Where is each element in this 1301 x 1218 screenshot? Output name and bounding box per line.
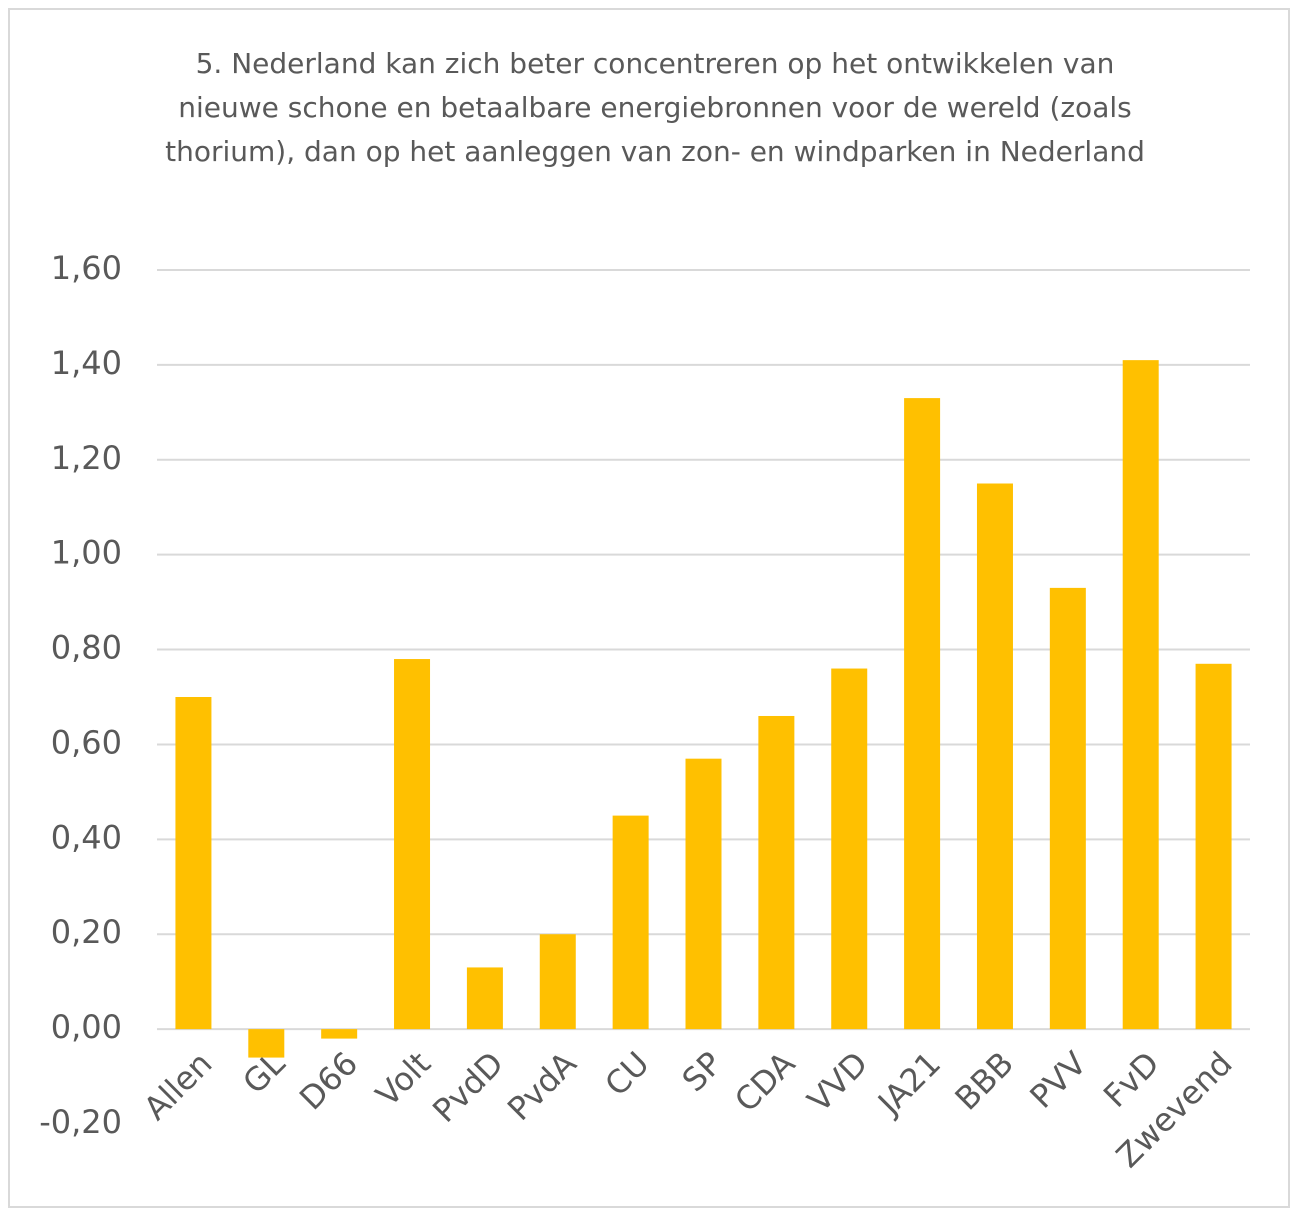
x-tick-label: CU	[597, 1044, 656, 1103]
x-tick-label: JA21	[869, 1044, 948, 1123]
x-tick-label: BBB	[948, 1044, 1021, 1117]
bar	[1195, 663, 1232, 1030]
x-tick-label: PVV	[1022, 1044, 1094, 1116]
x-tick-label: D66	[292, 1044, 365, 1117]
bar	[1049, 587, 1086, 1030]
bar	[831, 668, 868, 1030]
x-tick-label: Allen	[136, 1044, 219, 1127]
bar	[539, 934, 576, 1030]
bar	[976, 483, 1013, 1030]
bar	[612, 815, 649, 1030]
x-tick-label: SP	[675, 1044, 730, 1099]
x-tick-label: PvdA	[500, 1044, 584, 1128]
y-tick-label: 0,40	[51, 818, 122, 856]
y-tick-label: 1,20	[51, 439, 122, 477]
y-tick-label: 0,80	[51, 629, 122, 667]
y-tick-label: 1,40	[51, 344, 122, 382]
y-tick-label: -0,20	[39, 1103, 122, 1141]
x-tick-label: VVD	[800, 1044, 875, 1119]
bar	[685, 758, 722, 1030]
bar	[1122, 360, 1159, 1030]
bar	[248, 1029, 285, 1058]
bar	[466, 967, 503, 1030]
bar	[321, 1029, 358, 1039]
y-tick-label: 1,60	[51, 249, 122, 287]
chart-title: 5. Nederland kan zich beter concentreren…	[165, 47, 1145, 168]
x-tick-label: PvdD	[425, 1044, 511, 1130]
y-tick-label: 0,60	[51, 723, 122, 761]
y-tick-label: 1,00	[51, 534, 122, 572]
bar	[758, 715, 795, 1030]
chart-border	[8, 8, 1290, 1208]
bar	[175, 697, 212, 1030]
y-tick-label: 0,20	[51, 913, 122, 951]
bar	[394, 659, 431, 1030]
bar	[904, 398, 941, 1030]
x-tick-label: CDA	[727, 1044, 802, 1119]
y-tick-label: 0,00	[51, 1008, 122, 1046]
